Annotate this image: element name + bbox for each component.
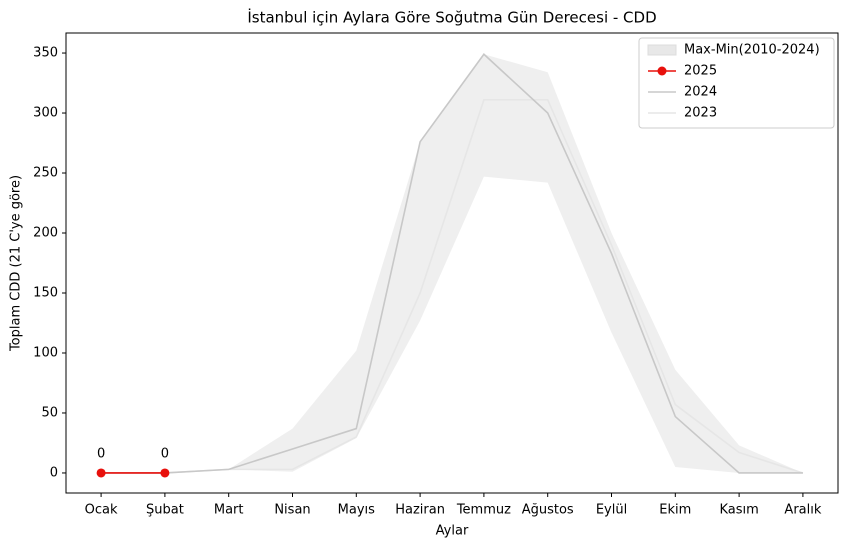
x-tick-label: Ekim: [659, 503, 691, 518]
data-label: 0: [161, 446, 169, 461]
y-axis-label: Toplam CDD (21 C'ye göre): [9, 175, 24, 352]
legend-box: [638, 37, 835, 129]
x-tick-label: Mart: [214, 503, 244, 518]
legend-label: 2025: [684, 64, 717, 79]
point: [96, 468, 106, 478]
x-tick-label: Nisan: [274, 503, 310, 518]
y-tick-label: 0: [50, 465, 58, 480]
y-tick-label: 200: [33, 226, 58, 241]
x-tick-label: Mayıs: [338, 503, 375, 518]
point: [160, 468, 170, 478]
x-axis-label: Aylar: [436, 524, 469, 539]
y-tick-label: 100: [33, 345, 58, 360]
x-tick-label: Ağustos: [522, 503, 574, 518]
series-line: [101, 53, 803, 474]
chart-title: İstanbul için Aylara Göre Soğutma Gün De…: [247, 8, 656, 27]
plot-frame: [65, 32, 839, 494]
x-tick-label: Aralık: [784, 503, 821, 518]
legend-marker: [657, 66, 667, 76]
y-tick-label: 250: [33, 166, 58, 181]
x-tick-label: Şubat: [146, 503, 184, 518]
x-tick-label: Haziran: [395, 503, 445, 518]
legend-swatch: [647, 44, 677, 56]
y-tick-label: 50: [41, 405, 58, 420]
x-tick-label: Eylül: [596, 503, 627, 518]
data-label: 0: [97, 446, 105, 461]
y-tick-label: 300: [33, 106, 58, 121]
x-tick-label: Temmuz: [456, 503, 511, 518]
legend-label: Max-Min(2010-2024): [684, 43, 820, 58]
legend-label: 2023: [684, 106, 717, 121]
range-band: [101, 54, 803, 473]
y-tick-label: 350: [33, 46, 58, 61]
x-tick-label: Kasım: [719, 503, 758, 518]
x-tick-label: Ocak: [85, 503, 118, 518]
legend-label: 2024: [684, 85, 717, 100]
y-tick-label: 150: [33, 285, 58, 300]
